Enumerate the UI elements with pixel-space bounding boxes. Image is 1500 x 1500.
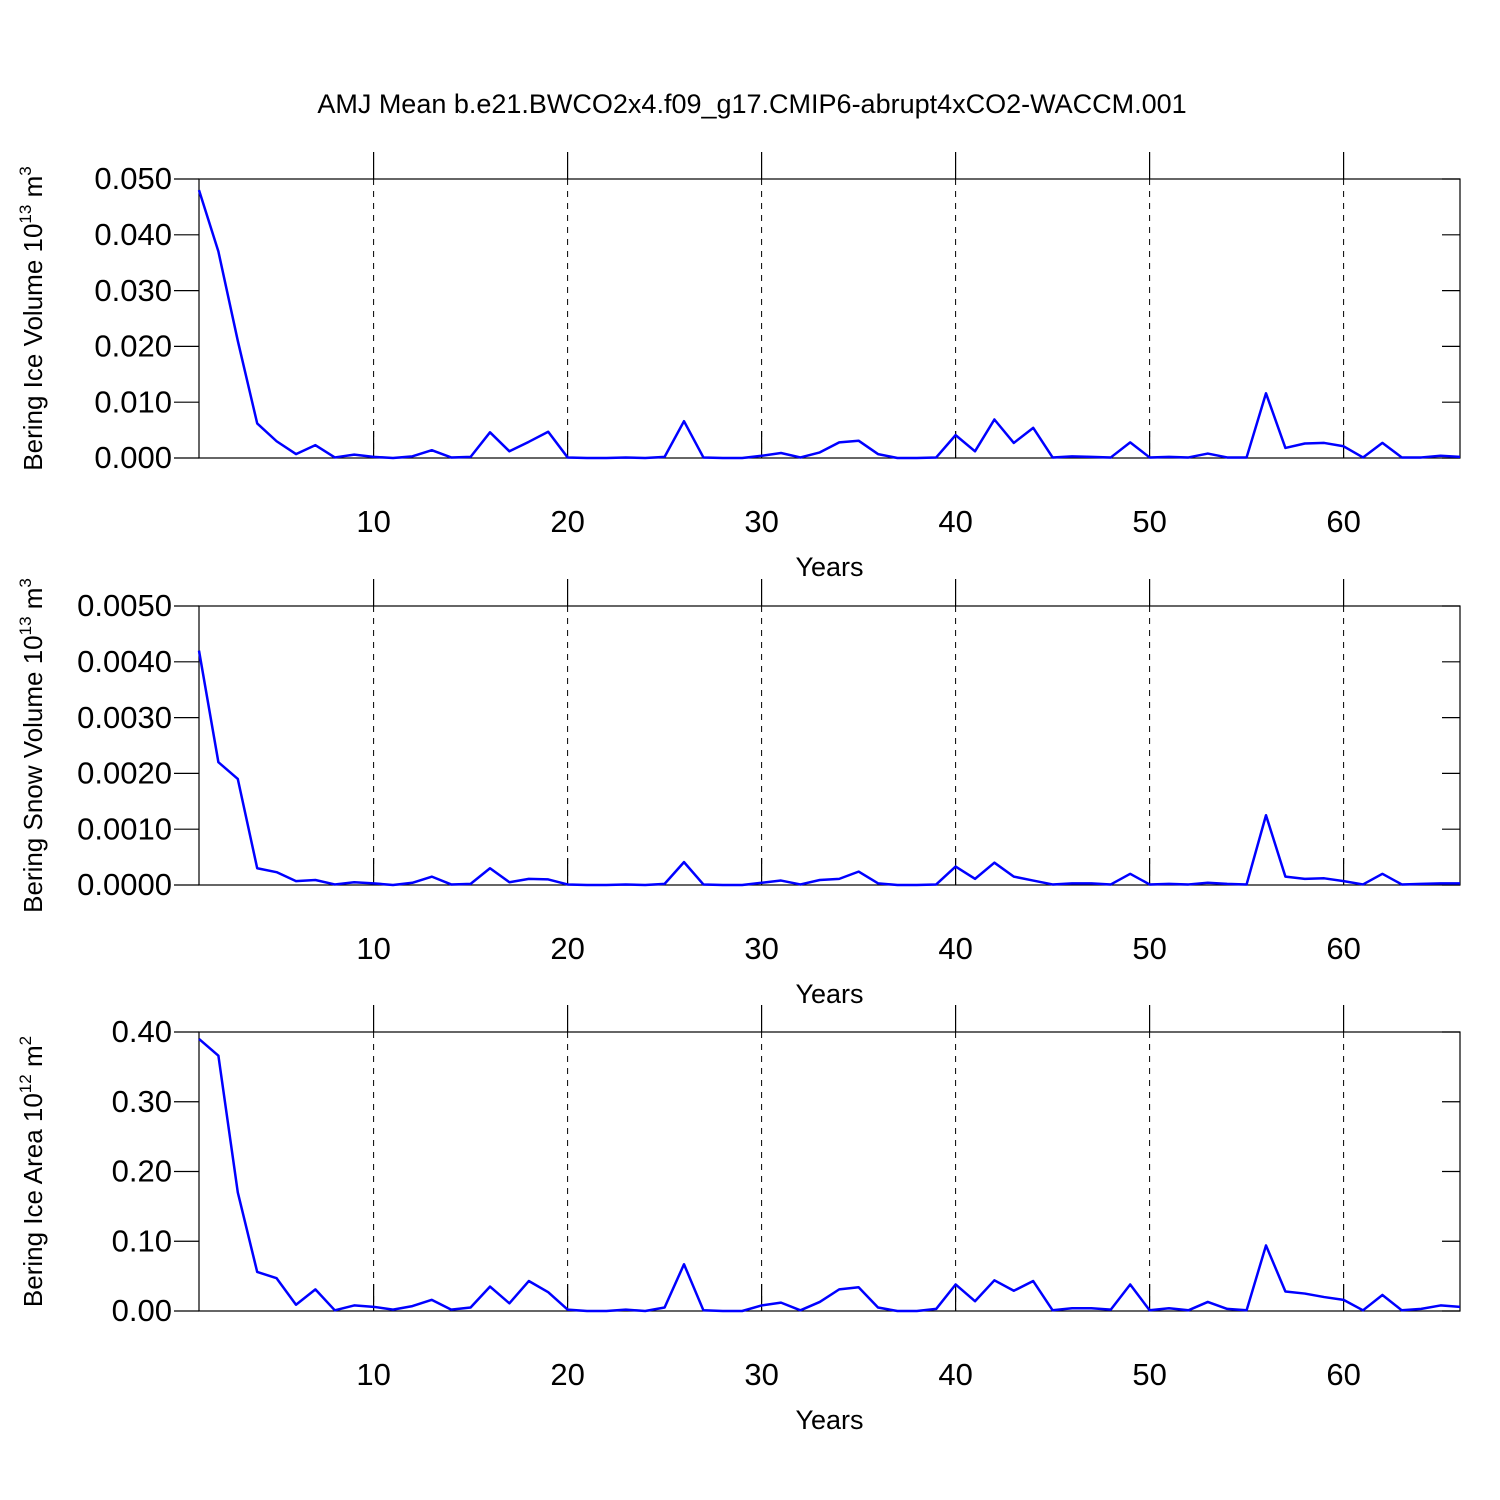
y-tick-label: 0.040 — [94, 217, 172, 252]
y-tick-label: 0.30 — [112, 1084, 172, 1119]
y-tick-label: 0.050 — [94, 161, 172, 196]
y-axis-label: Bering Ice Area 1012 m2 — [16, 1036, 48, 1307]
y-tick-label: 0.00 — [112, 1293, 172, 1328]
x-tick-label: 30 — [744, 504, 778, 539]
y-tick-label: 0.030 — [94, 273, 172, 308]
y-axis-label: Bering Ice Volume 1013 m3 — [16, 166, 48, 470]
y-tick-label: 0.0010 — [77, 811, 172, 846]
x-axis-label: Years — [795, 552, 863, 582]
y-tick-label: 0.40 — [112, 1014, 172, 1049]
y-tick-label: 0.0000 — [77, 867, 172, 902]
x-tick-label: 20 — [550, 504, 584, 539]
x-tick-label: 40 — [938, 931, 972, 966]
y-tick-label: 0.020 — [94, 329, 172, 364]
x-axis-label: Years — [795, 1405, 863, 1435]
x-tick-label: 50 — [1132, 504, 1166, 539]
y-tick-label: 0.20 — [112, 1154, 172, 1189]
figure-title: AMJ Mean b.e21.BWCO2x4.f09_g17.CMIP6-abr… — [317, 89, 1186, 119]
y-axis-label-unit: m — [18, 1045, 48, 1074]
y-axis-label-text: Bering Ice Area 10 — [18, 1093, 48, 1307]
data-line — [197, 650, 1460, 887]
x-tick-label: 30 — [744, 931, 778, 966]
x-axis-label: Years — [795, 979, 863, 1009]
x-tick-label: 50 — [1132, 931, 1166, 966]
y-axis-label-unit-exponent: 2 — [16, 1036, 35, 1045]
x-tick-label: 60 — [1326, 504, 1360, 539]
y-axis-label-exponent: 12 — [16, 1074, 35, 1093]
y-axis-label-unit-exponent: 3 — [16, 578, 35, 587]
x-tick-label: 10 — [356, 504, 390, 539]
y-axis-label-exponent: 13 — [16, 205, 35, 224]
plot-frame — [198, 605, 1461, 886]
y-axis-label: Bering Snow Volume 1013 m3 — [16, 578, 48, 913]
x-tick-label: 10 — [356, 931, 390, 966]
data-line — [197, 189, 1461, 460]
y-tick-label: 0.0040 — [77, 644, 172, 679]
y-axis-label-exponent: 13 — [16, 616, 35, 635]
y-tick-label: 0.0020 — [77, 756, 172, 791]
y-axis-label-text: Bering Ice Volume 10 — [18, 224, 48, 471]
x-tick-label: 30 — [744, 1357, 778, 1392]
y-axis-label-text: Bering Snow Volume 10 — [18, 635, 48, 913]
x-tick-label: 40 — [938, 1357, 972, 1392]
plot-frame — [198, 178, 1461, 459]
y-axis-label-unit: m — [18, 588, 48, 617]
y-tick-label: 0.000 — [94, 440, 172, 475]
data-line — [198, 1038, 1461, 1313]
x-tick-label: 60 — [1326, 931, 1360, 966]
y-axis-label-unit-exponent: 3 — [16, 166, 35, 175]
y-tick-label: 0.10 — [112, 1223, 172, 1258]
y-tick-label: 0.010 — [94, 384, 172, 419]
y-axis-label-unit: m — [18, 176, 48, 205]
x-tick-label: 50 — [1132, 1357, 1166, 1392]
plot-frame — [198, 1031, 1461, 1312]
x-tick-label: 10 — [356, 1357, 390, 1392]
x-tick-label: 20 — [550, 1357, 584, 1392]
y-tick-label: 0.0030 — [77, 700, 172, 735]
x-tick-label: 60 — [1326, 1357, 1360, 1392]
x-tick-label: 20 — [550, 931, 584, 966]
x-tick-label: 40 — [938, 504, 972, 539]
y-tick-label: 0.0050 — [77, 588, 172, 623]
